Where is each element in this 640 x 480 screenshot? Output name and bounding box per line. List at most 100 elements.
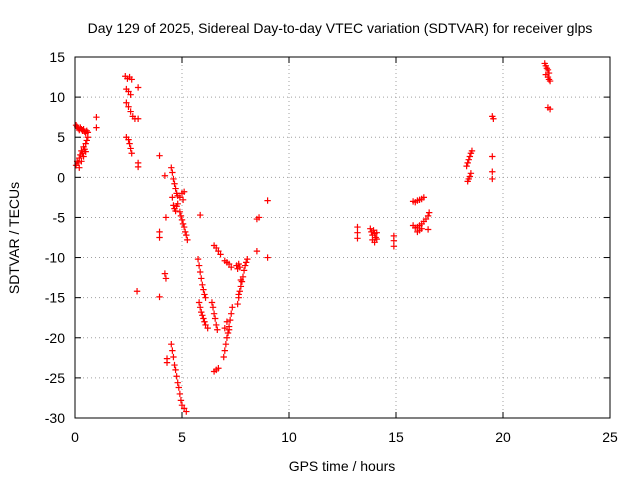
- y-tick-label: -10: [45, 250, 65, 266]
- data-point: [133, 288, 141, 295]
- data-series: [72, 60, 554, 415]
- data-point: [264, 197, 271, 204]
- data-point: [209, 304, 217, 311]
- data-point: [464, 159, 471, 167]
- data-point: [125, 103, 132, 110]
- data-point: [424, 212, 432, 220]
- data-point: [264, 254, 271, 261]
- data-point: [463, 162, 470, 170]
- data-point: [76, 164, 83, 171]
- data-point: [196, 268, 204, 276]
- grid: [75, 57, 610, 418]
- data-point: [170, 175, 177, 183]
- data-point: [176, 390, 184, 398]
- data-point: [93, 113, 100, 121]
- data-point: [82, 140, 89, 147]
- data-point: [546, 77, 554, 85]
- data-point: [178, 216, 186, 224]
- data-point: [354, 235, 361, 242]
- axis-ticks: [74, 56, 611, 419]
- data-point: [465, 156, 472, 163]
- data-point: [175, 384, 182, 391]
- data-point: [176, 208, 184, 216]
- data-point: [243, 259, 250, 266]
- data-point: [239, 273, 247, 281]
- data-point: [228, 310, 235, 317]
- data-point: [172, 207, 179, 215]
- data-point: [467, 170, 475, 177]
- data-point: [244, 255, 251, 263]
- data-point: [169, 194, 176, 201]
- x-tick-label: 5: [178, 429, 186, 445]
- data-point: [169, 347, 176, 354]
- data-point: [183, 408, 190, 415]
- data-point: [425, 209, 433, 216]
- y-tick-label: 15: [49, 49, 65, 65]
- data-point: [156, 152, 163, 159]
- data-point: [422, 215, 430, 223]
- data-point: [177, 212, 185, 220]
- data-point: [125, 88, 132, 95]
- data-point: [127, 108, 134, 115]
- plot-frame: [74, 56, 611, 419]
- data-point: [466, 173, 474, 180]
- data-point: [229, 304, 236, 311]
- data-point: [253, 247, 261, 255]
- data-point: [171, 361, 178, 369]
- data-point: [76, 154, 83, 162]
- data-point: [370, 227, 377, 234]
- y-axis-tick-labels: 15 10 5 0 -5 -10 -15 -20 -25 -30: [45, 49, 65, 426]
- data-point: [195, 299, 203, 306]
- data-point: [213, 321, 220, 329]
- data-point: [172, 185, 179, 192]
- data-point: [201, 318, 208, 325]
- data-point: [128, 150, 135, 157]
- data-point: [126, 140, 133, 147]
- data-point: [171, 180, 178, 187]
- data-point: [82, 148, 89, 155]
- data-point: [489, 175, 496, 183]
- data-point: [180, 405, 188, 412]
- data-point: [75, 159, 82, 167]
- data-point: [128, 76, 135, 83]
- data-point: [240, 267, 248, 274]
- y-tick-label: 10: [49, 89, 65, 105]
- y-axis-label: SDTVAR / TECUs: [6, 182, 22, 294]
- data-point: [200, 315, 207, 322]
- y-tick-label: -15: [45, 290, 65, 306]
- x-axis-tick-labels: 0 5 10 15 20 25: [71, 429, 618, 445]
- data-point: [490, 115, 497, 122]
- data-point: [225, 326, 233, 333]
- data-point: [161, 270, 169, 277]
- data-point: [234, 300, 241, 308]
- data-point: [235, 260, 242, 268]
- data-point: [156, 228, 163, 236]
- data-point: [161, 172, 169, 179]
- data-point: [236, 288, 243, 295]
- data-point: [177, 397, 185, 404]
- data-point: [180, 188, 188, 195]
- data-point: [80, 153, 87, 160]
- data-point: [163, 359, 171, 366]
- data-point: [220, 353, 227, 361]
- data-point: [241, 262, 249, 269]
- data-point: [367, 225, 374, 232]
- data-point: [169, 169, 176, 176]
- data-point: [255, 214, 263, 221]
- data-point: [373, 235, 380, 243]
- data-point: [93, 124, 100, 131]
- data-point: [215, 365, 222, 372]
- data-point: [222, 340, 230, 348]
- data-point: [180, 223, 188, 231]
- y-tick-label: 5: [57, 129, 65, 145]
- data-point: [201, 291, 208, 298]
- y-tick-label: 0: [57, 169, 65, 185]
- data-point: [224, 329, 232, 337]
- data-point: [123, 99, 130, 106]
- chart-title: Day 129 of 2025, Sidereal Day-to-day VTE…: [88, 20, 593, 36]
- data-point: [178, 401, 186, 409]
- data-point: [162, 214, 170, 221]
- y-tick-label: -30: [45, 410, 65, 426]
- data-point: [208, 299, 216, 306]
